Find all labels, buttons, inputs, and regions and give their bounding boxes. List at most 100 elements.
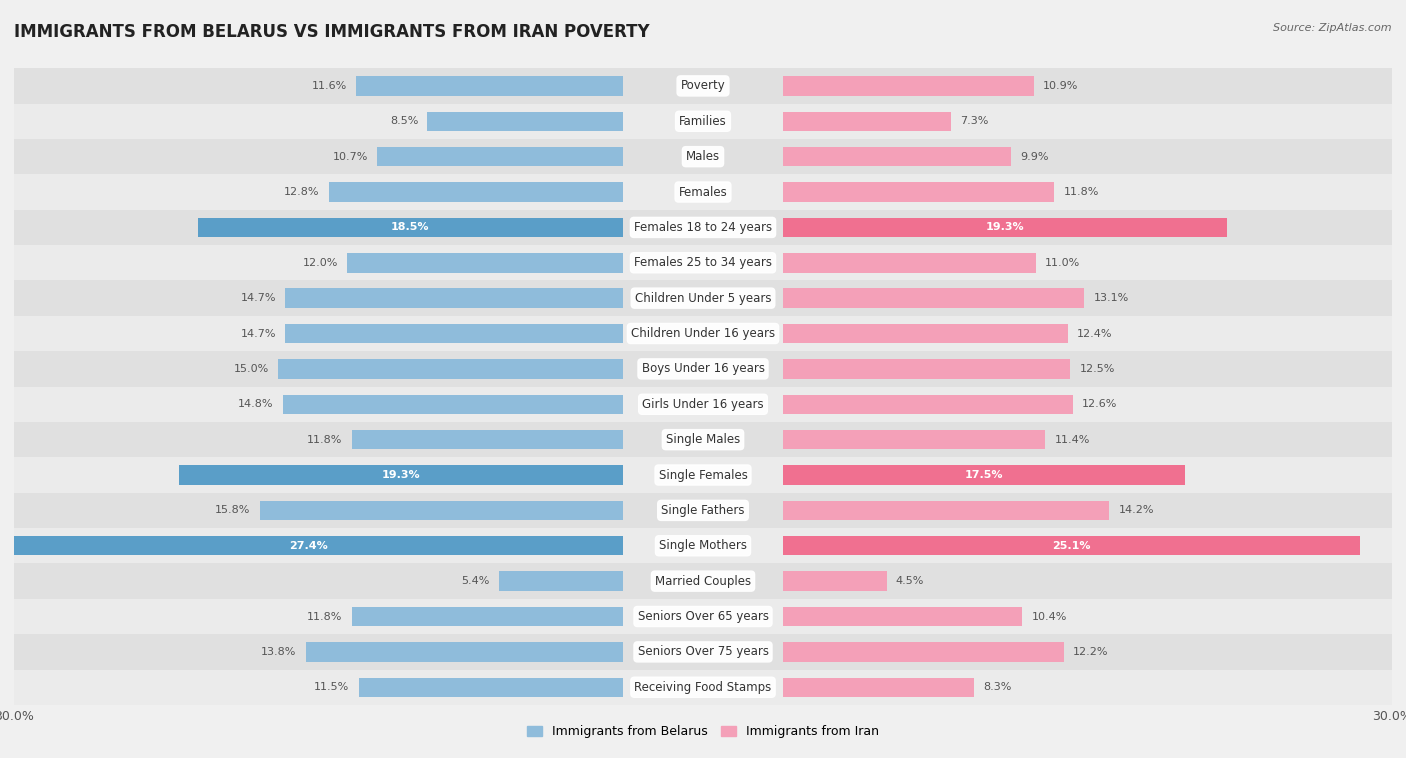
Bar — [377, 147, 623, 167]
Bar — [783, 324, 1069, 343]
Text: 19.3%: 19.3% — [986, 222, 1025, 233]
Bar — [14, 174, 1392, 210]
Text: 25.1%: 25.1% — [1052, 540, 1091, 551]
Text: Females 25 to 34 years: Females 25 to 34 years — [634, 256, 772, 269]
Bar — [14, 457, 1392, 493]
Bar — [278, 359, 623, 379]
Text: 11.8%: 11.8% — [307, 612, 343, 622]
Text: Single Mothers: Single Mothers — [659, 539, 747, 553]
Text: 11.8%: 11.8% — [307, 434, 343, 445]
Text: 27.4%: 27.4% — [288, 540, 328, 551]
Bar — [14, 599, 1392, 634]
Text: Married Couples: Married Couples — [655, 575, 751, 587]
Text: 5.4%: 5.4% — [461, 576, 489, 586]
Text: 12.2%: 12.2% — [1073, 647, 1108, 657]
Text: 13.1%: 13.1% — [1094, 293, 1129, 303]
Bar — [783, 607, 1022, 626]
Text: 14.2%: 14.2% — [1119, 506, 1154, 515]
Bar — [783, 147, 1011, 167]
Bar — [352, 607, 623, 626]
Text: 9.9%: 9.9% — [1019, 152, 1049, 161]
Bar — [352, 430, 623, 449]
Bar — [0, 536, 623, 556]
Bar — [260, 501, 623, 520]
Text: 4.5%: 4.5% — [896, 576, 924, 586]
Text: Source: ZipAtlas.com: Source: ZipAtlas.com — [1274, 23, 1392, 33]
Text: 12.5%: 12.5% — [1080, 364, 1115, 374]
Text: Children Under 5 years: Children Under 5 years — [634, 292, 772, 305]
Bar — [783, 572, 887, 591]
Text: 12.8%: 12.8% — [284, 187, 319, 197]
Bar — [783, 536, 1360, 556]
Bar — [783, 111, 950, 131]
Text: 8.5%: 8.5% — [389, 116, 418, 127]
Text: Seniors Over 75 years: Seniors Over 75 years — [637, 645, 769, 659]
Text: 7.3%: 7.3% — [960, 116, 988, 127]
Text: 8.3%: 8.3% — [983, 682, 1011, 692]
Text: 14.7%: 14.7% — [240, 328, 276, 339]
Bar — [499, 572, 623, 591]
Text: 19.3%: 19.3% — [381, 470, 420, 480]
Text: Females: Females — [679, 186, 727, 199]
Text: Seniors Over 65 years: Seniors Over 65 years — [637, 610, 769, 623]
Text: Single Males: Single Males — [666, 433, 740, 446]
Bar — [14, 422, 1392, 457]
Text: 12.6%: 12.6% — [1083, 399, 1118, 409]
Bar — [14, 563, 1392, 599]
Bar — [329, 183, 623, 202]
Text: 15.8%: 15.8% — [215, 506, 250, 515]
Bar — [180, 465, 623, 485]
Text: 11.5%: 11.5% — [314, 682, 349, 692]
Bar — [198, 218, 623, 237]
Text: Boys Under 16 years: Boys Under 16 years — [641, 362, 765, 375]
Bar — [14, 245, 1392, 280]
Bar — [14, 316, 1392, 351]
Text: 11.4%: 11.4% — [1054, 434, 1090, 445]
Bar — [283, 395, 623, 414]
Text: Receiving Food Stamps: Receiving Food Stamps — [634, 681, 772, 694]
Text: Females 18 to 24 years: Females 18 to 24 years — [634, 221, 772, 234]
Text: 18.5%: 18.5% — [391, 222, 429, 233]
Bar — [783, 253, 1036, 273]
Text: 14.7%: 14.7% — [240, 293, 276, 303]
Bar — [783, 430, 1045, 449]
Legend: Immigrants from Belarus, Immigrants from Iran: Immigrants from Belarus, Immigrants from… — [523, 720, 883, 744]
Bar — [14, 387, 1392, 422]
Bar — [14, 210, 1392, 245]
Text: 17.5%: 17.5% — [965, 470, 1004, 480]
Text: Families: Families — [679, 114, 727, 128]
Bar — [14, 669, 1392, 705]
Text: 14.8%: 14.8% — [238, 399, 274, 409]
Bar — [783, 77, 1033, 96]
Bar — [356, 77, 623, 96]
Bar — [285, 289, 623, 308]
Bar — [14, 634, 1392, 669]
Bar — [359, 678, 623, 697]
Bar — [783, 501, 1109, 520]
Bar — [783, 359, 1070, 379]
Bar — [783, 395, 1073, 414]
Bar — [783, 678, 974, 697]
Text: 11.8%: 11.8% — [1063, 187, 1099, 197]
Bar — [427, 111, 623, 131]
Text: Children Under 16 years: Children Under 16 years — [631, 327, 775, 340]
Bar — [14, 139, 1392, 174]
Bar — [783, 183, 1054, 202]
Bar — [285, 324, 623, 343]
Text: 11.6%: 11.6% — [312, 81, 347, 91]
Bar — [14, 68, 1392, 104]
Bar — [14, 104, 1392, 139]
Text: 13.8%: 13.8% — [262, 647, 297, 657]
Text: Girls Under 16 years: Girls Under 16 years — [643, 398, 763, 411]
Text: Males: Males — [686, 150, 720, 163]
Text: 11.0%: 11.0% — [1045, 258, 1080, 268]
Bar — [14, 493, 1392, 528]
Bar — [783, 218, 1226, 237]
Bar — [305, 642, 623, 662]
Bar — [14, 528, 1392, 563]
Bar — [14, 280, 1392, 316]
Text: Poverty: Poverty — [681, 80, 725, 92]
Text: 12.4%: 12.4% — [1077, 328, 1112, 339]
Text: 12.0%: 12.0% — [302, 258, 337, 268]
Text: Single Fathers: Single Fathers — [661, 504, 745, 517]
